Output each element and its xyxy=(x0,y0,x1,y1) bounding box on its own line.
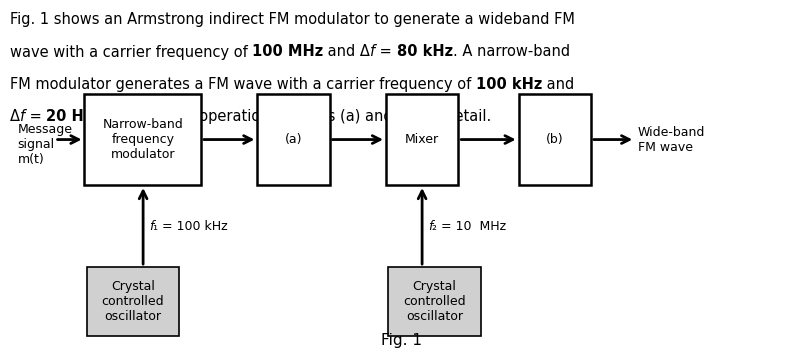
Bar xyxy=(385,94,458,185)
Text: 80 kHz: 80 kHz xyxy=(396,44,452,59)
Text: (b): (b) xyxy=(545,133,563,146)
Text: =: = xyxy=(375,44,396,59)
Text: Δ: Δ xyxy=(10,109,19,124)
Bar xyxy=(257,94,329,185)
Text: Wide-band
FM wave: Wide-band FM wave xyxy=(637,126,704,153)
Text: . Describe the operation of boxes (a) and (b), in detail.: . Describe the operation of boxes (a) an… xyxy=(92,109,491,124)
Text: Narrow-band
frequency
modulator: Narrow-band frequency modulator xyxy=(102,118,183,161)
Text: =: = xyxy=(25,109,46,124)
Text: 100 kHz: 100 kHz xyxy=(475,77,541,91)
Text: f: f xyxy=(427,220,431,232)
Text: Crystal
controlled
oscillator: Crystal controlled oscillator xyxy=(102,280,164,323)
Text: 100 MHz: 100 MHz xyxy=(251,44,323,59)
Bar xyxy=(87,267,179,336)
Text: ₁ = 100 kHz: ₁ = 100 kHz xyxy=(153,220,227,232)
Text: Mixer: Mixer xyxy=(405,133,438,146)
Text: Fig. 1 shows an Armstrong indirect FM modulator to generate a wideband FM: Fig. 1 shows an Armstrong indirect FM mo… xyxy=(10,12,574,27)
Text: 20 Hz: 20 Hz xyxy=(46,109,92,124)
Bar xyxy=(518,94,590,185)
Text: Crystal
controlled
oscillator: Crystal controlled oscillator xyxy=(403,280,465,323)
Text: FM modulator generates a FM wave with a carrier frequency of: FM modulator generates a FM wave with a … xyxy=(10,77,475,91)
Text: wave with a carrier frequency of: wave with a carrier frequency of xyxy=(10,44,251,59)
Text: f: f xyxy=(369,44,375,59)
Text: (a): (a) xyxy=(284,133,302,146)
Text: . A narrow-band: . A narrow-band xyxy=(452,44,569,59)
Bar xyxy=(388,267,480,336)
Text: and: and xyxy=(541,77,573,91)
Text: and Δ: and Δ xyxy=(323,44,369,59)
Text: ₂ = 10  MHz: ₂ = 10 MHz xyxy=(431,220,506,232)
Text: Message
signal
m(t): Message signal m(t) xyxy=(18,123,72,166)
Bar xyxy=(84,94,201,185)
Text: f: f xyxy=(149,220,153,232)
Text: f: f xyxy=(19,109,25,124)
Text: Fig. 1: Fig. 1 xyxy=(381,333,422,348)
